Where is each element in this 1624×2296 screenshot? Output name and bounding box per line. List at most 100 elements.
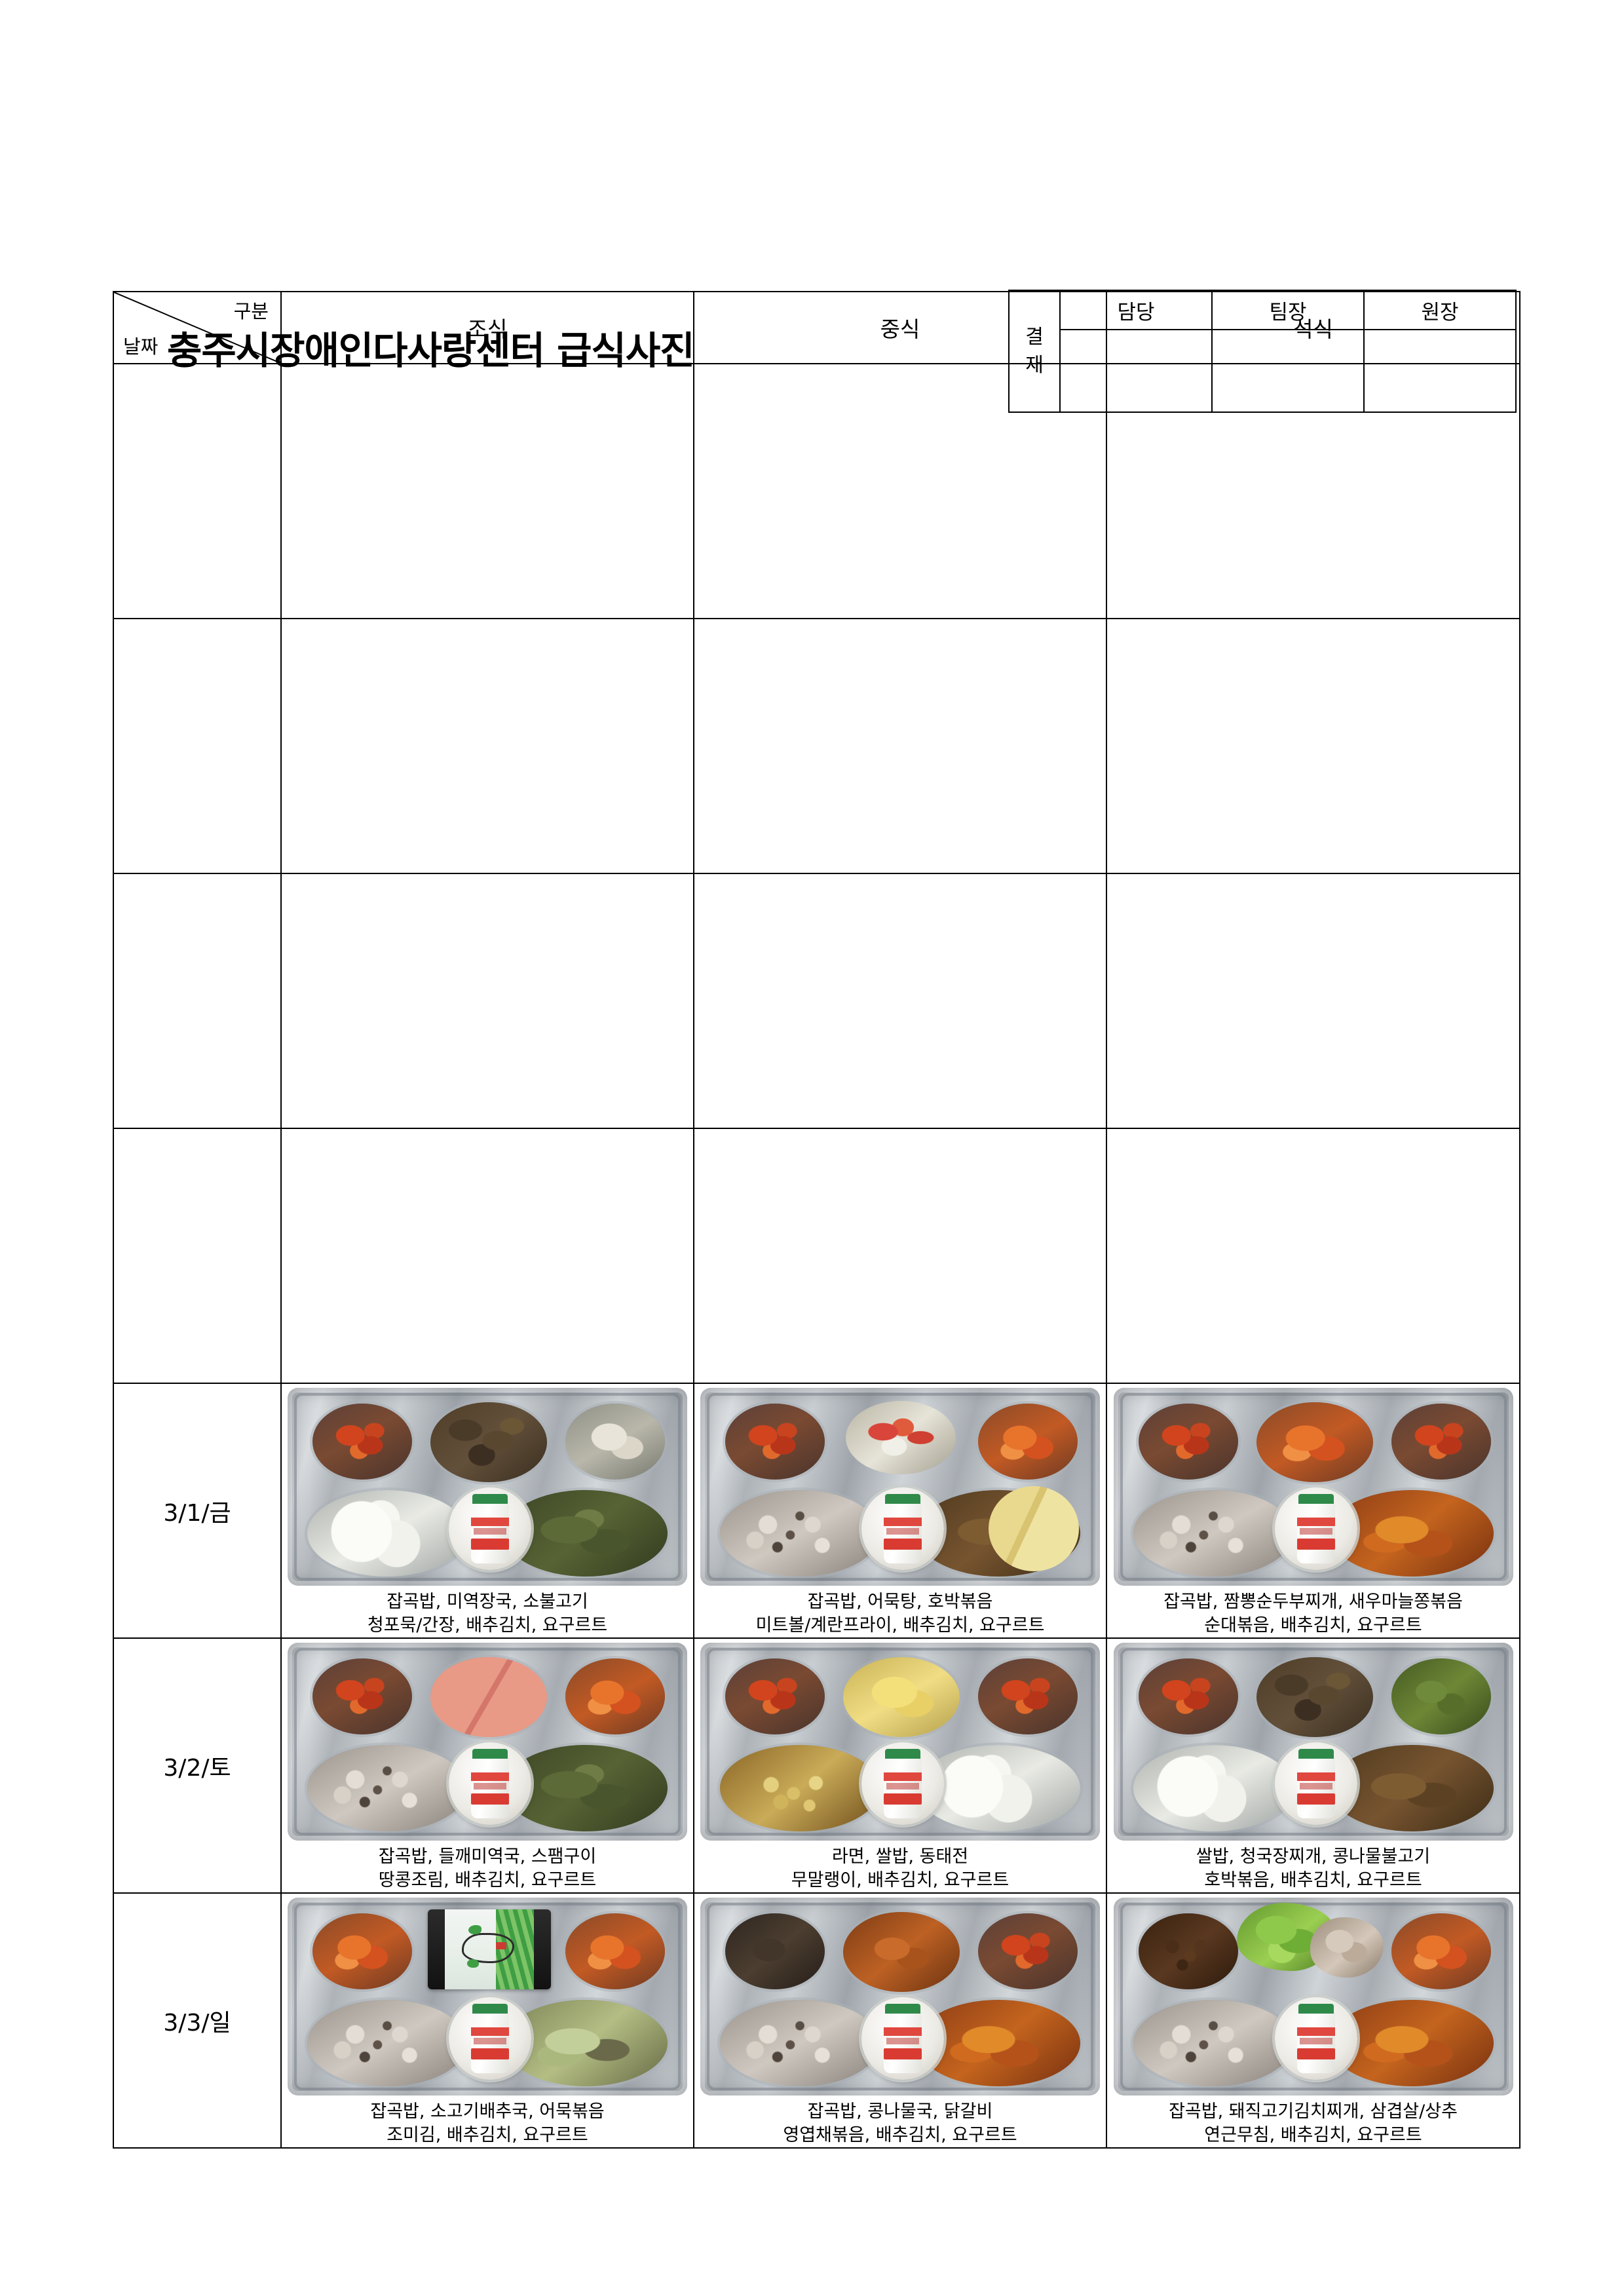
caption-cell-dinner[interactable]: 잡곡밥, 짬뽕순두부찌개, 새우마늘쫑볶음 순대볶음, 배추김치, 요구르트 — [1106, 1590, 1520, 1639]
yogurt-bottle — [861, 1997, 944, 2080]
caption-cell-breakfast[interactable]: 잡곡밥, 들깨미역국, 스팸구이 땅콩조림, 배추김치, 요구르트 — [280, 1845, 694, 1894]
column-header-lunch: 중식 — [693, 291, 1107, 364]
meal-tray-photo — [288, 1388, 687, 1586]
photo-cell-lunch[interactable] — [693, 1637, 1107, 1845]
meal-tray-photo — [700, 1388, 1100, 1586]
tray-well — [725, 1913, 825, 1989]
photo-cell-dinner[interactable] — [1106, 1637, 1520, 1845]
date-cell: 3/1/금 — [113, 1383, 282, 1639]
caption-line-1: 라면, 쌀밥, 동태전 — [831, 1846, 969, 1867]
photo-cell-lunch[interactable] — [693, 873, 1107, 1080]
photo-cell-dinner[interactable] — [1106, 618, 1520, 825]
tray-well — [978, 1913, 1078, 1989]
photo-cell-breakfast[interactable] — [280, 873, 694, 1080]
yogurt-bottle — [861, 1487, 944, 1570]
date-cell: 3/2/토 — [113, 1637, 282, 1894]
tray-well — [1256, 1657, 1373, 1737]
caption-cell-breakfast[interactable] — [280, 1080, 694, 1129]
photo-cell-lunch[interactable] — [693, 1383, 1107, 1590]
tray-well — [565, 1913, 665, 1989]
caption-cell-dinner[interactable]: 쌀밥, 청국장찌개, 콩나물불고기 호박볶음, 배추김치, 요구르트 — [1106, 1845, 1520, 1894]
tray-well — [1138, 1913, 1238, 1989]
date-cell: 3/3/일 — [113, 1892, 282, 2149]
table-caption-row — [113, 570, 1520, 619]
caption-cell-breakfast[interactable] — [280, 570, 694, 619]
table-caption-row: 잡곡밥, 소고기배추국, 어묵볶음 조미김, 배추김치, 요구르트 잡곡밥, 콩… — [113, 2099, 1520, 2149]
caption-cell-dinner[interactable] — [1106, 825, 1520, 874]
caption-line-1: 쌀밥, 청국장찌개, 콩나물불고기 — [1196, 1846, 1431, 1867]
photo-cell-dinner[interactable] — [1106, 1383, 1520, 1590]
tray-well — [312, 1658, 412, 1734]
caption-cell-lunch[interactable]: 잡곡밥, 콩나물국, 닭갈비 영엽채볶음, 배추김치, 요구르트 — [693, 2099, 1107, 2149]
caption-line-2: 청포묵/간장, 배추김치, 요구르트 — [367, 1615, 608, 1636]
caption-cell-dinner[interactable] — [1106, 570, 1520, 619]
caption-cell-breakfast[interactable]: 잡곡밥, 미역장국, 소불고기 청포묵/간장, 배추김치, 요구르트 — [280, 1590, 694, 1639]
photo-cell-breakfast[interactable] — [280, 363, 694, 570]
photo-cell-dinner[interactable] — [1106, 363, 1520, 570]
tray-well — [1138, 1658, 1238, 1734]
photo-cell-breakfast[interactable] — [280, 1128, 694, 1335]
tray-well — [843, 1912, 960, 1992]
caption-cell-dinner[interactable]: 잡곡밥, 돼직고기김치찌개, 삼겹살/상추 연근무침, 배추김치, 요구르트 — [1106, 2099, 1520, 2149]
caption-line-2: 영엽채볶음, 배추김치, 요구르트 — [783, 2124, 1017, 2145]
photo-cell-dinner[interactable] — [1106, 873, 1520, 1080]
tray-well — [978, 1404, 1078, 1480]
photo-cell-breakfast[interactable] — [280, 1892, 694, 2099]
caption-line-2: 땅콩조림, 배추김치, 요구르트 — [378, 1869, 597, 1890]
caption-line-1: 잡곡밥, 미역장국, 소불고기 — [387, 1592, 588, 1613]
table-header-row: 구분 날짜 조식 중식 석식 — [113, 291, 1520, 364]
caption-cell-dinner[interactable] — [1106, 1335, 1520, 1384]
tray-well — [978, 1658, 1078, 1734]
caption-cell-breakfast[interactable] — [280, 1335, 694, 1384]
tray-well — [565, 1658, 665, 1734]
table-row — [113, 1128, 1520, 1384]
photo-cell-dinner[interactable] — [1106, 1892, 1520, 2099]
caption-line-2: 호박볶음, 배추김치, 요구르트 — [1204, 1869, 1422, 1890]
caption-line-2: 무말랭이, 배추김치, 요구르트 — [791, 1869, 1010, 1890]
seaweed-package — [428, 1909, 551, 1989]
caption-cell-breakfast[interactable] — [280, 825, 694, 874]
photo-cell-breakfast[interactable] — [280, 1637, 694, 1845]
meal-tray-photo — [288, 1898, 687, 2095]
caption-cell-lunch[interactable] — [693, 825, 1107, 874]
yogurt-bottle — [449, 1997, 531, 2080]
caption-line-2: 연근무침, 배추김치, 요구르트 — [1204, 2124, 1422, 2145]
tray-well — [430, 1657, 547, 1737]
caption-line-1: 잡곡밥, 어묵탕, 호박볶음 — [807, 1592, 993, 1613]
tray-well — [725, 1658, 825, 1734]
meal-tray-photo — [288, 1643, 687, 1841]
caption-cell-lunch[interactable] — [693, 1080, 1107, 1129]
document-header: 충주시장애인다사랑센터 급식사진 결 재 담당 팀장 원장 — [0, 138, 1624, 413]
caption-cell-lunch[interactable]: 잡곡밥, 어묵탕, 호박볶음 미트볼/계란프라이, 배추김치, 요구르트 — [693, 1590, 1107, 1639]
tray-well — [312, 1404, 412, 1480]
photo-cell-breakfast[interactable] — [280, 1383, 694, 1590]
food-overlay — [1310, 1917, 1384, 1978]
caption-cell-lunch[interactable] — [693, 570, 1107, 619]
meal-tray-photo — [700, 1643, 1100, 1841]
table-caption-row — [113, 825, 1520, 874]
caption-cell-lunch[interactable] — [693, 1335, 1107, 1384]
date-cell — [113, 1128, 282, 1384]
table-row: 3/3/일 — [113, 1892, 1520, 2149]
tray-well — [430, 1402, 547, 1482]
tray-well — [916, 2000, 1080, 2086]
tray-well — [720, 2000, 880, 2086]
table-caption-row — [113, 1335, 1520, 1384]
photo-cell-lunch[interactable] — [693, 1892, 1107, 2099]
photo-cell-lunch[interactable] — [693, 1128, 1107, 1335]
caption-cell-lunch[interactable]: 라면, 쌀밥, 동태전 무말랭이, 배추김치, 요구르트 — [693, 1845, 1107, 1894]
meal-photo-table: 구분 날짜 조식 중식 석식 — [113, 291, 1520, 2149]
meal-tray-photo — [1113, 1898, 1513, 2095]
caption-line-1: 잡곡밥, 돼직고기김치찌개, 삼겹살/상추 — [1169, 2101, 1458, 2122]
caption-cell-dinner[interactable] — [1106, 1080, 1520, 1129]
tray-well — [843, 1657, 960, 1737]
photo-cell-dinner[interactable] — [1106, 1128, 1520, 1335]
photo-cell-breakfast[interactable] — [280, 618, 694, 825]
tray-well — [307, 2000, 467, 2086]
photo-cell-lunch[interactable] — [693, 363, 1107, 570]
table-row — [113, 873, 1520, 1129]
caption-cell-breakfast[interactable]: 잡곡밥, 소고기배추국, 어묵볶음 조미김, 배추김치, 요구르트 — [280, 2099, 694, 2149]
caption-line-2: 미트볼/계란프라이, 배추김치, 요구르트 — [755, 1615, 1045, 1636]
photo-cell-lunch[interactable] — [693, 618, 1107, 825]
